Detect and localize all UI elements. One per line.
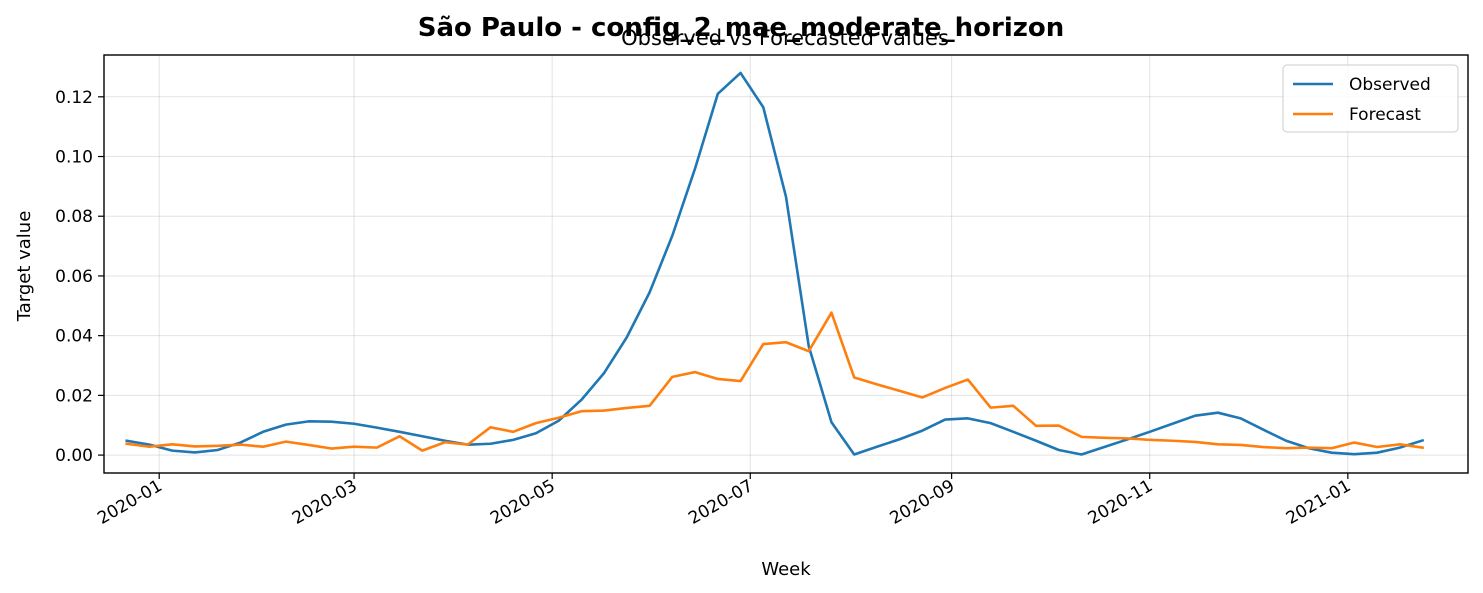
x-tick-label: 2020-03 bbox=[289, 476, 361, 529]
y-tick-label: 0.12 bbox=[55, 88, 93, 108]
x-tick-label: 2020-11 bbox=[1085, 476, 1157, 529]
x-tick-label: 2020-05 bbox=[487, 476, 559, 529]
legend-label-forecast: Forecast bbox=[1349, 105, 1421, 125]
chart-suptitle: São Paulo - config_2_mae_moderate_horizo… bbox=[418, 13, 1065, 43]
x-axis-label: Week bbox=[761, 559, 811, 580]
y-tick-label: 0.10 bbox=[55, 148, 93, 168]
y-tick-label: 0.06 bbox=[55, 267, 93, 287]
x-tick-label: 2021-01 bbox=[1283, 476, 1355, 529]
plot-frame bbox=[103, 54, 1469, 474]
y-axis-label: Target value bbox=[14, 211, 35, 323]
y-tick-label: 0.08 bbox=[55, 207, 93, 227]
chart-title: Observed vs Forecasted values bbox=[621, 26, 949, 50]
series-line-forecast bbox=[125, 311, 1425, 452]
series-lines bbox=[125, 71, 1425, 456]
y-axis: 0.00 0.02 0.04 0.06 0.08 0.10 0.12 bbox=[55, 88, 104, 466]
y-tick-label: 0.02 bbox=[55, 386, 93, 406]
x-tick-label: 2020-01 bbox=[94, 476, 166, 529]
grid bbox=[104, 55, 1468, 473]
series-line-observed bbox=[125, 71, 1425, 456]
legend-label-observed: Observed bbox=[1349, 75, 1431, 95]
legend: Observed Forecast bbox=[1282, 64, 1459, 133]
x-tick-label: 2020-07 bbox=[685, 476, 757, 529]
y-tick-label: 0.00 bbox=[55, 446, 93, 466]
x-tick-label: 2020-09 bbox=[887, 476, 959, 529]
y-tick-label: 0.04 bbox=[55, 327, 93, 347]
x-axis: 2020-01 2020-03 2020-05 2020-07 2020-09 2020-… bbox=[94, 473, 1354, 529]
